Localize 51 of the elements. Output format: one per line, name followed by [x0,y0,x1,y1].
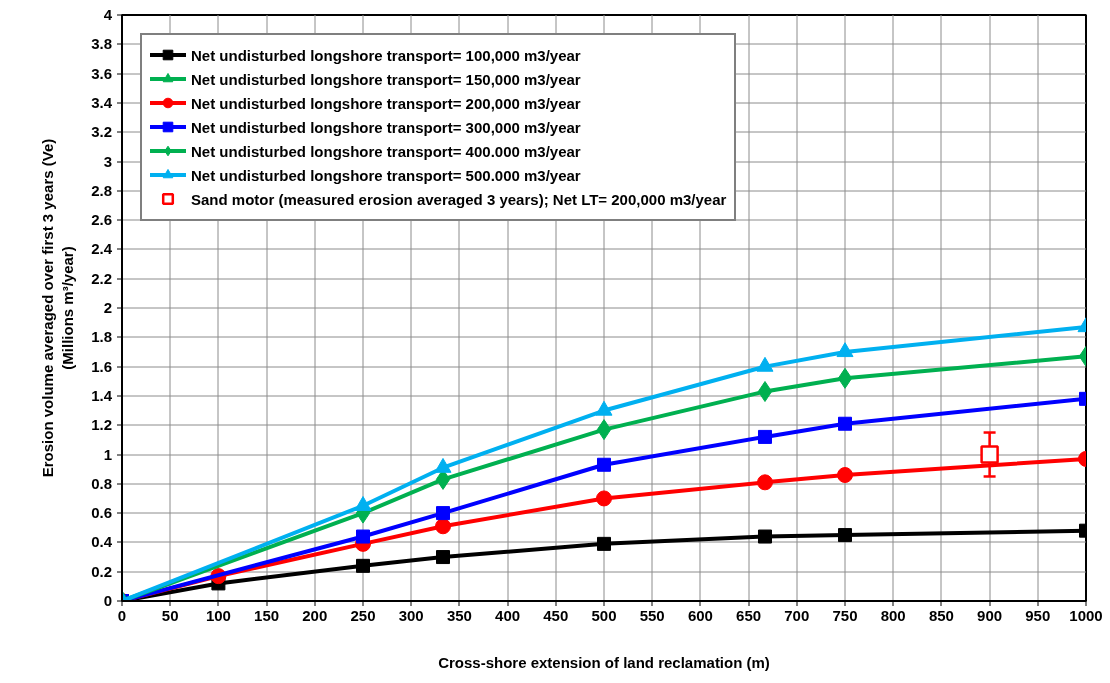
legend-label: Net undisturbed longshore transport= 500.000 m3/year [191,166,581,184]
x-tick-label: 800 [880,607,906,624]
x-tick-label: 450 [543,607,569,624]
y-tick-label: 0.8 [91,474,113,492]
y-tick-label: 2.6 [91,211,113,229]
x-tick-label: 750 [832,607,858,624]
x-tick-label: 150 [254,607,280,624]
y-tick-label: 1.8 [91,328,113,346]
x-tick-label: 200 [302,607,328,624]
y-tick-label: 0.6 [91,504,113,522]
x-axis-title: Cross-shore extension of land reclamation (m) [438,654,770,671]
legend-label: Net undisturbed longshore transport= 150,000 m3/year [191,70,581,88]
legend-label: Net undisturbed longshore transport= 200,000 m3/year [191,94,581,112]
y-tick-label: 2 [103,299,112,316]
x-tick-label: 900 [977,607,1003,624]
x-tick-label: 400 [495,607,521,624]
x-tick-label: 650 [736,607,762,624]
x-tick-label: 1000 [1069,607,1103,624]
legend-label: Sand motor (measured erosion averaged 3 years); Net LT= 200,000 m3/year [191,190,727,208]
y-tick-label: 2.4 [91,240,113,258]
y-tick-label: 3.4 [91,93,113,111]
y-tick-label: 2.8 [91,181,113,199]
y-tick-label: 0 [103,592,112,609]
legend-label: Net undisturbed longshore transport= 100,000 m3/year [191,46,581,64]
y-tick-label: 1.2 [91,416,113,434]
legend-label: Net undisturbed longshore transport= 400.000 m3/year [191,142,581,160]
x-tick-label: 50 [161,607,179,624]
y-tick-label: 3.2 [91,123,113,141]
x-tick-label: 700 [784,607,810,624]
x-tick-label: 0 [117,607,127,624]
y-tick-label: 1.6 [91,357,113,375]
y-tick-label: 3 [103,152,112,170]
x-tick-label: 550 [639,607,665,624]
y-tick-label: 3.6 [91,64,113,82]
legend-label: Net undisturbed longshore transport= 300,000 m3/year [191,118,581,136]
x-tick-label: 300 [398,607,424,624]
x-tick-label: 600 [687,607,713,624]
x-tick-label: 500 [591,607,617,624]
y-tick-label: 1 [103,445,112,463]
y-tick-label: 4 [103,6,113,23]
x-tick-label: 850 [928,607,954,624]
y-tick-label: 3.8 [91,35,113,53]
y-tick-label: 2.2 [91,269,113,287]
x-tick-label: 950 [1025,607,1051,624]
y-tick-label: 0.2 [91,562,113,580]
x-tick-label: 100 [205,607,231,624]
y-tick-label: 0.4 [91,533,113,551]
x-tick-label: 250 [350,607,376,624]
x-tick-label: 350 [446,607,472,624]
y-axis-title: Erosion volume averaged over first 3 years (Ve) (Millions m³/year) [38,138,77,478]
y-tick-label: 1.4 [91,386,113,404]
